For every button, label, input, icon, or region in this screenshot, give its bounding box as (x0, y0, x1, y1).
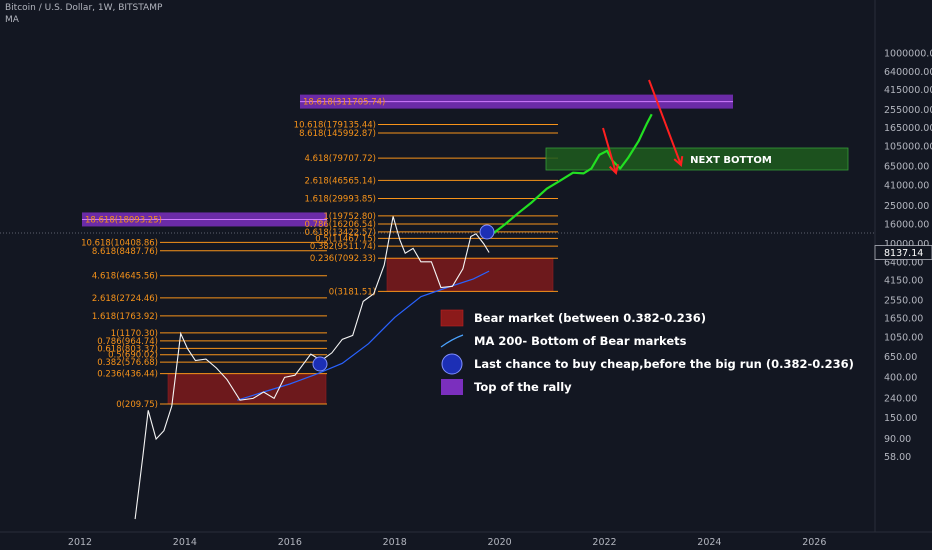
legend-swatch-top (441, 379, 463, 395)
drop-arrow-1-head (608, 163, 619, 176)
fib-label: 2.618(2724.46) (92, 294, 158, 304)
projection-line (488, 113, 653, 238)
buy-circle-2016 (312, 356, 328, 372)
x-tick-label: 2026 (802, 537, 826, 548)
buy-circle-2019 (479, 224, 495, 240)
x-tick-label: 2012 (68, 537, 92, 548)
drop-arrow-2 (648, 79, 682, 166)
x-tick-label: 2014 (173, 537, 197, 548)
fib-label: 0.236(436.44) (97, 370, 158, 380)
next-bottom-zone (545, 147, 849, 171)
last-price-label: 8137.14 (884, 248, 923, 259)
last-price-tag (874, 245, 932, 260)
y-tick-label: 1000000.00 (884, 48, 932, 59)
legend-label: Top of the rally (474, 380, 572, 394)
y-tick-label: 65000.00 (884, 162, 929, 173)
y-tick-label: 165000.00 (884, 123, 932, 134)
x-tick-label: 2016 (278, 537, 302, 548)
y-tick-label: 255000.00 (884, 105, 932, 116)
legend-label: Last chance to buy cheap,before the big … (474, 357, 854, 371)
legend-swatch-ma (440, 334, 464, 348)
drop-arrow-2-head (673, 155, 684, 167)
bear-zone-2018 (386, 257, 554, 292)
fib-label: 0.382(9511.74) (310, 242, 376, 252)
fib-label: 18.618(311705.74) (303, 98, 385, 108)
fib-label: 1(1170.30) (111, 329, 158, 339)
y-tick-label: 25000.00 (884, 201, 929, 212)
y-tick-label: 58.00 (884, 452, 911, 463)
y-tick-label: 4150.00 (884, 275, 923, 286)
fib-label: 0(209.75) (116, 400, 158, 410)
y-tick-label: 105000.00 (884, 142, 932, 153)
y-tick-label: 150.00 (884, 413, 917, 424)
fib-label: 0.786(964.74) (97, 337, 158, 347)
y-tick-label: 6400.00 (884, 257, 923, 268)
y-tick-label: 240.00 (884, 393, 917, 404)
fib-label: 4.618(79707.72) (304, 154, 376, 164)
legend-swatch-circle (441, 353, 463, 375)
fib-label: 0.5(690.02) (108, 351, 158, 361)
fib-label: 18.618(18093.25) (85, 215, 162, 225)
y-tick-label: 400.00 (884, 372, 917, 383)
fib-label: 0.382(576.68) (97, 358, 158, 368)
ma200-line (237, 270, 490, 401)
chart-symbol-title: Bitcoin / U.S. Dollar, 1W, BITSTAMP (5, 3, 163, 13)
legend-label: Bear market (between 0.382-0.236) (474, 311, 706, 325)
y-tick-label: 2550.00 (884, 296, 923, 307)
y-tick-label: 415000.00 (884, 85, 932, 96)
fib-label: 1.618(29993.85) (304, 195, 376, 205)
fib-label: 0.236(7092.33) (310, 254, 376, 264)
x-tick-label: 2022 (592, 537, 616, 548)
y-tick-label: 90.00 (884, 434, 911, 445)
fib-label: 0.786(16206.54) (304, 220, 376, 230)
y-tick-label: 41000.00 (884, 181, 929, 192)
fib-label: 8.618(8487.76) (92, 247, 158, 257)
fib-label: 0.618(803.37) (97, 344, 158, 354)
legend-swatch-bear (440, 309, 464, 327)
drop-arrow-1 (602, 127, 617, 174)
y-tick-label: 650.00 (884, 352, 917, 363)
fib-label: 1.618(1763.92) (92, 312, 158, 322)
y-tick-label: 10000.00 (884, 239, 929, 250)
fib-label: 0.618(13422.57) (304, 228, 376, 238)
fib-label: 1(19752.80) (323, 212, 376, 222)
y-tick-label: 1650.00 (884, 314, 923, 325)
x-tick-label: 2024 (697, 537, 721, 548)
y-tick-label: 640000.00 (884, 67, 932, 78)
legend-label: MA 200- Bottom of Bear markets (474, 334, 687, 348)
indicator-label[interactable]: MA (5, 15, 19, 25)
price-axis (875, 0, 932, 550)
fib-label: 10.618(179135.44) (294, 121, 376, 131)
x-tick-label: 2018 (383, 537, 407, 548)
fib-label: 2.618(46565.14) (304, 176, 376, 186)
x-tick-label: 2020 (488, 537, 512, 548)
next-bottom-label: NEXT BOTTOM (690, 155, 772, 166)
fib-label: 8.618(145992.87) (299, 129, 376, 139)
fib-label: 4.618(4645.56) (92, 272, 158, 282)
y-tick-label: 16000.00 (884, 220, 929, 231)
y-tick-label: 1050.00 (884, 332, 923, 343)
fib-label: 0(3181.51) (329, 287, 376, 297)
fib-label: 0.5(11467.15) (315, 234, 376, 244)
fib-label: 10.618(10408.86) (81, 238, 158, 248)
